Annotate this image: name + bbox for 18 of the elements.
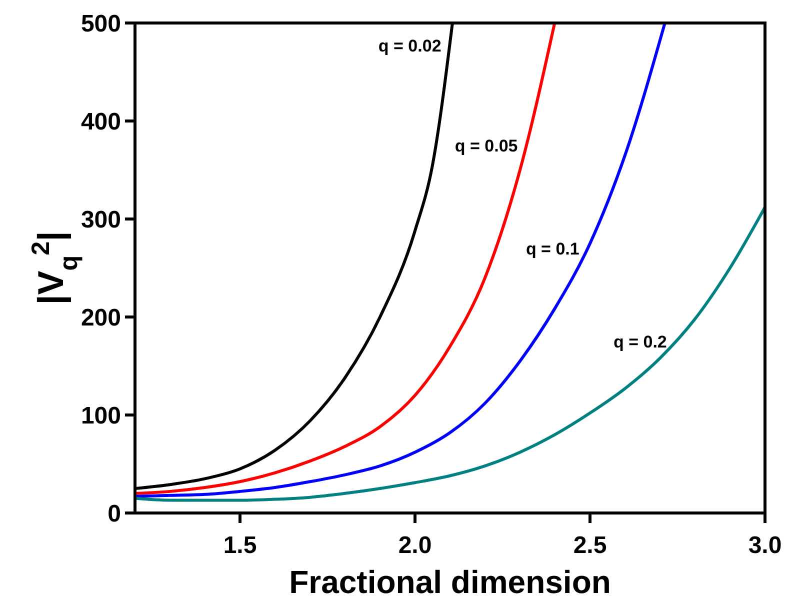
- x-tick-label: 2.0: [398, 532, 432, 559]
- y-tick-label: 300: [80, 206, 121, 234]
- line-series: [135, 23, 556, 495]
- x-axis-title: Fractional dimension: [289, 564, 611, 600]
- series-label: q = 0.02: [378, 36, 442, 56]
- series-label: q = 0.05: [454, 136, 518, 156]
- y-tick-label: 500: [80, 10, 121, 38]
- x-tick-label: 2.5: [573, 532, 607, 559]
- x-tick-label: 1.5: [223, 532, 257, 559]
- line-series: [135, 206, 765, 502]
- y-tick-label: 400: [80, 108, 121, 136]
- x-tick-label: 3.0: [748, 532, 782, 559]
- y-tick-label: 200: [80, 304, 121, 332]
- line-series: [135, 23, 666, 498]
- series-label: q = 0.1: [526, 239, 580, 258]
- y-tick-label: 100: [80, 402, 121, 430]
- series-label: q = 0.2: [613, 332, 667, 352]
- y-tick-label: 0: [108, 500, 121, 528]
